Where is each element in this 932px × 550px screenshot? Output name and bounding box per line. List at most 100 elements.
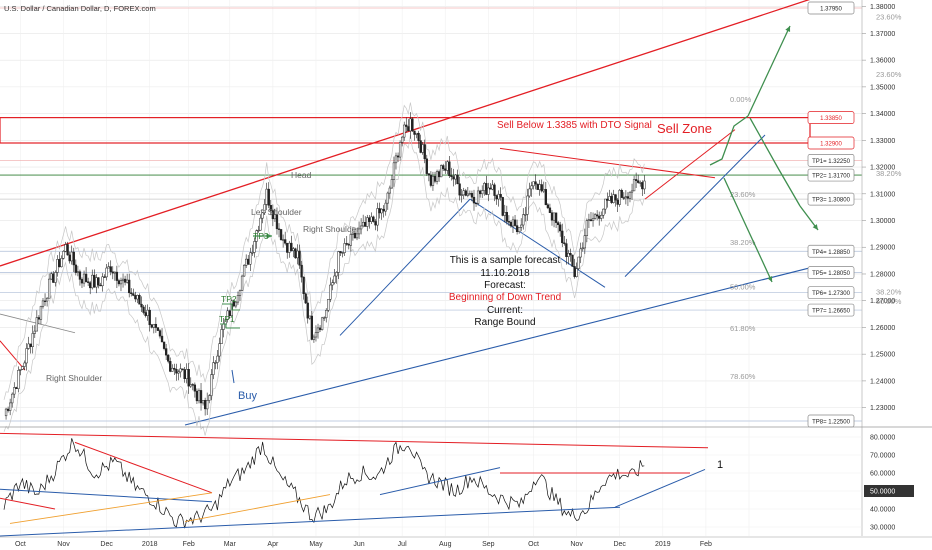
candle-body <box>312 336 316 340</box>
candle-body <box>386 192 389 204</box>
candle-body <box>259 217 262 231</box>
price-tag <box>807 303 855 317</box>
candle-body <box>450 175 453 177</box>
candle-body <box>345 243 348 245</box>
tp2-marker-label: TP2 <box>221 294 237 304</box>
candle-body <box>442 165 445 170</box>
candle-body <box>325 310 328 318</box>
candle-body <box>403 124 406 138</box>
candle-body <box>191 384 194 386</box>
candle-body <box>74 264 77 273</box>
band-upper <box>3 102 645 400</box>
price-tag-label: TP4= 1.28850 <box>812 250 851 256</box>
candle-body <box>273 214 277 220</box>
candle-body <box>339 251 342 253</box>
candle-body <box>314 332 318 338</box>
candle-body <box>208 395 211 401</box>
candle-body <box>479 190 482 195</box>
red-stub-line <box>0 340 26 371</box>
candle-body <box>501 197 504 216</box>
price-tag <box>807 286 855 300</box>
candle-body <box>329 284 332 300</box>
candle-body <box>639 182 642 184</box>
candle-body <box>503 212 506 216</box>
candle-body <box>60 258 63 268</box>
candle-body <box>595 214 599 217</box>
candle-body <box>111 271 114 274</box>
candle-body <box>468 193 472 195</box>
candle-body <box>107 266 110 269</box>
tp3-arrow-head <box>266 233 272 239</box>
osc-highlight-label: 50.0000 <box>870 489 895 496</box>
tp3-marker-label: TP3 <box>253 231 269 241</box>
candle-body <box>177 371 180 374</box>
candle-body <box>505 212 508 222</box>
forecast-arrow-up-head <box>785 26 791 32</box>
candle-body <box>353 232 357 239</box>
candle-body <box>530 185 533 190</box>
candle-body <box>97 277 100 286</box>
candle-body <box>616 199 619 205</box>
forecast-path-up <box>709 115 749 166</box>
candle-body <box>573 266 576 277</box>
candle-body <box>84 273 88 282</box>
candle-body <box>318 327 322 330</box>
candle-body <box>637 180 640 183</box>
candle-body <box>267 188 270 206</box>
forecast-box: This is a sample forecast 11.10.2018 For… <box>449 255 561 328</box>
candle-body <box>641 182 644 190</box>
candle-body <box>310 315 314 340</box>
fib-label: 23.60% <box>730 190 756 199</box>
candle-body <box>158 330 162 337</box>
candle-body <box>201 400 205 404</box>
price-axis: 1.38000 1.37000 1.36000 1.35000 1.34000 1.330… <box>807 0 895 536</box>
candle-body <box>82 273 86 284</box>
candle-body <box>483 183 486 191</box>
candle-body <box>80 279 84 284</box>
osc-tick-label: 30.0000 <box>870 525 895 532</box>
forecast-path-down <box>749 117 801 207</box>
candle-body <box>19 369 22 371</box>
candle-body <box>277 228 281 230</box>
candle-body <box>487 187 490 195</box>
candle-body <box>333 275 336 283</box>
fib-label: 61.80% <box>730 324 756 333</box>
candle-body <box>6 408 10 411</box>
fib-label: 23.60% <box>876 70 902 79</box>
candle-body <box>411 118 414 132</box>
candle-body <box>542 189 545 192</box>
candle-body <box>452 176 455 180</box>
fib-label: 50.00% <box>876 297 902 306</box>
time-tick-label: Jun <box>353 541 364 548</box>
candle-body <box>320 317 324 330</box>
candle-body <box>571 254 574 267</box>
candle-body <box>559 224 562 232</box>
candle-body <box>238 290 242 296</box>
time-tick-label: 2019 <box>655 541 671 548</box>
candle-body <box>612 194 615 203</box>
candle-body <box>427 173 430 176</box>
candle-body <box>271 210 275 220</box>
candle-body <box>43 300 47 302</box>
candle-body <box>435 171 439 182</box>
oscillator-line <box>3 438 645 529</box>
candle-body <box>86 281 90 283</box>
candle-body <box>245 258 248 266</box>
candle-body <box>216 355 219 363</box>
candle-body <box>409 118 412 132</box>
candle-body <box>515 225 519 232</box>
osc-down-line <box>74 441 213 494</box>
candle-body <box>181 368 184 370</box>
price-tag <box>807 192 855 206</box>
price-tag-label: 1.33850 <box>820 116 842 122</box>
candle-body <box>448 161 451 177</box>
candle-body <box>620 189 623 198</box>
candle-body <box>117 280 121 285</box>
tp2-arrow <box>222 303 240 311</box>
fib-label: 50.00% <box>730 282 756 291</box>
candle-body <box>286 243 289 253</box>
time-tick-label: Sep <box>482 541 495 548</box>
candle-body <box>614 194 617 201</box>
candle-body <box>281 239 285 241</box>
candle-body <box>179 368 182 373</box>
